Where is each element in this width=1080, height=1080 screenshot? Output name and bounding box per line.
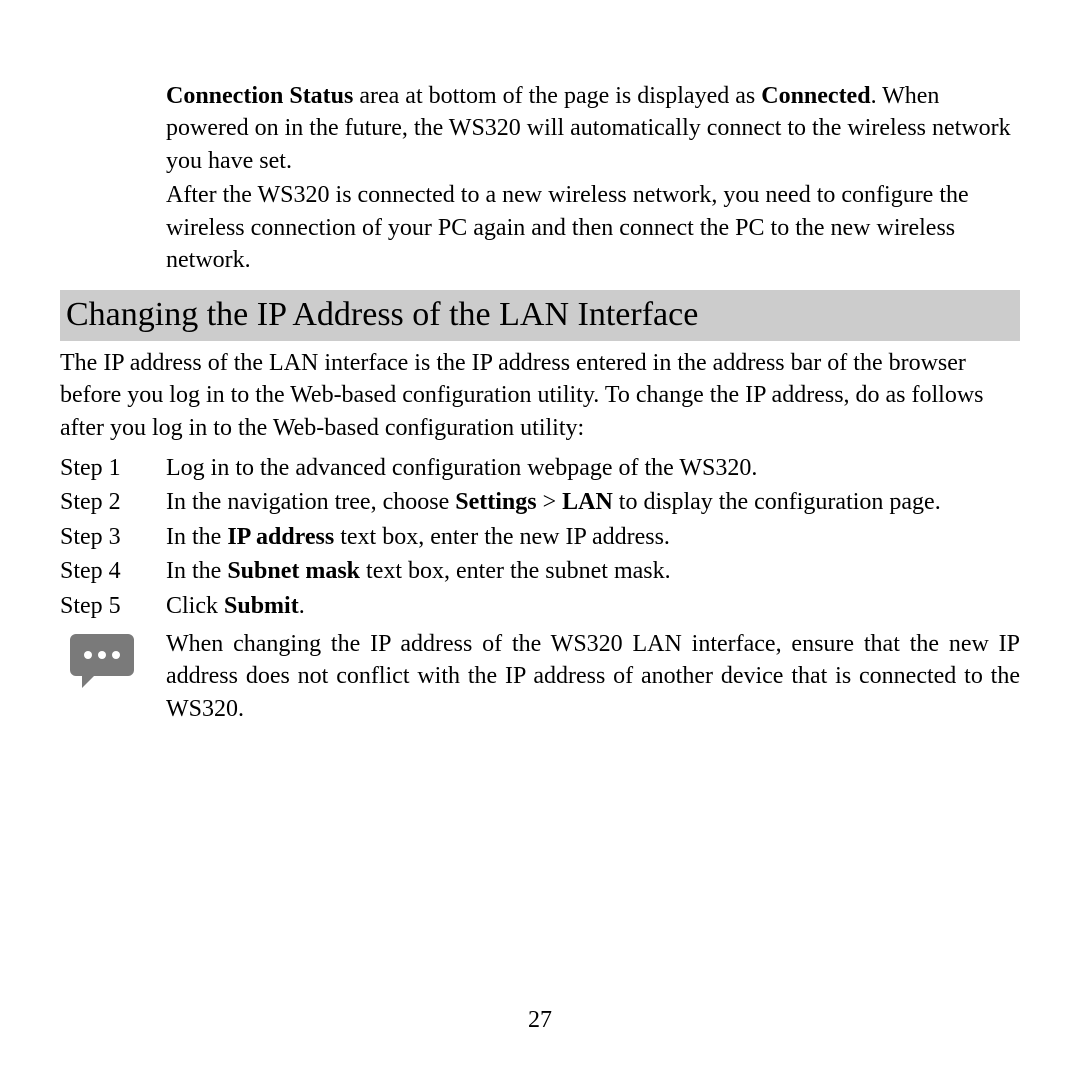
intro-paragraph-1: Connection Status area at bottom of the … [166,80,1020,177]
step-text-run: text box, enter the subnet mask. [360,558,671,584]
step-text-run: to display the configuration page. [613,489,941,515]
step-text: In the navigation tree, choose Settings … [166,486,1020,518]
step-bold-run: Submit [224,593,299,619]
step-row: Step 3In the IP address text box, enter … [60,521,1020,553]
step-text: Click Submit. [166,590,1020,622]
step-label: Step 5 [60,590,166,622]
steps-list: Step 1Log in to the advanced configurati… [60,452,1020,622]
speech-bubble-icon [70,634,134,688]
step-bold-run: IP address [227,524,334,550]
intro-block: Connection Status area at bottom of the … [166,80,1020,276]
step-text: In the IP address text box, enter the ne… [166,521,1020,553]
step-row: Step 1Log in to the advanced configurati… [60,452,1020,484]
bold-connection-status: Connection Status [166,83,353,109]
step-row: Step 5Click Submit. [60,590,1020,622]
step-bold-run: Settings [455,489,536,515]
step-text-run: In the navigation tree, choose [166,489,455,515]
step-text-run: In the [166,558,227,584]
intro-paragraph-2: After the WS320 is connected to a new wi… [166,179,1020,276]
step-text-run: > [537,489,563,515]
step-bold-run: Subnet mask [227,558,360,584]
step-text-run: Log in to the advanced configuration web… [166,455,757,481]
step-text: In the Subnet mask text box, enter the s… [166,555,1020,587]
step-label: Step 1 [60,452,166,484]
step-label: Step 3 [60,521,166,553]
step-label: Step 4 [60,555,166,587]
step-label: Step 2 [60,486,166,518]
step-text: Log in to the advanced configuration web… [166,452,1020,484]
step-text-run: Click [166,593,224,619]
section-heading: Changing the IP Address of the LAN Inter… [60,290,1020,341]
section-body: The IP address of the LAN interface is t… [60,347,1020,444]
note-row: When changing the IP address of the WS32… [60,628,1020,725]
step-row: Step 4In the Subnet mask text box, enter… [60,555,1020,587]
step-text-run: In the [166,524,227,550]
step-bold-run: LAN [562,489,613,515]
intro-p1-mid: area at bottom of the page is displayed … [353,83,761,109]
step-text-run: text box, enter the new IP address. [334,524,670,550]
page-number: 27 [0,1007,1080,1034]
note-text: When changing the IP address of the WS32… [166,628,1020,725]
manual-page: Connection Status area at bottom of the … [0,0,1080,1080]
note-icon-cell [60,628,166,688]
bold-connected: Connected [761,83,870,109]
step-text-run: . [299,593,305,619]
step-row: Step 2In the navigation tree, choose Set… [60,486,1020,518]
